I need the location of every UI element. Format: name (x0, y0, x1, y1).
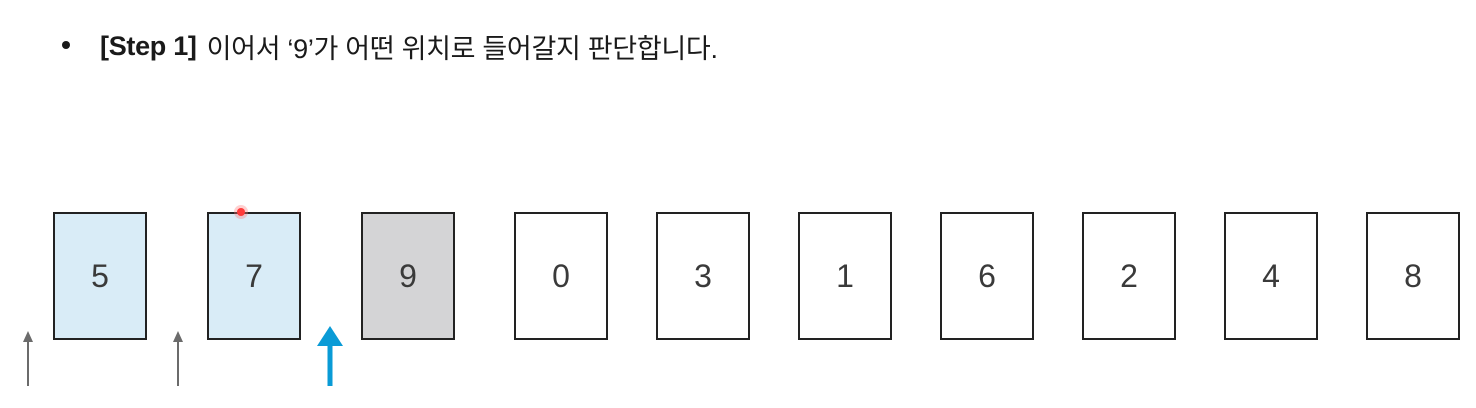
step-text: 이어서 ‘9’가 어떤 위치로 들어갈지 판단합니다. (206, 33, 718, 64)
up-arrow-icon (173, 331, 183, 386)
step-description: [Step 1] 이어서 ‘9’가 어떤 위치로 들어갈지 판단합니다. (62, 24, 718, 68)
card-0: 5 (53, 212, 147, 340)
card-4: 3 (656, 212, 750, 340)
card-2: 9 (361, 212, 455, 340)
card-5: 1 (798, 212, 892, 340)
step-label: [Step 1] (100, 30, 197, 61)
card-3: 0 (514, 212, 608, 340)
cursor-dot-icon (237, 208, 245, 216)
bullet-icon (62, 41, 70, 49)
card-1: 7 (207, 212, 301, 340)
card-7: 2 (1082, 212, 1176, 340)
card-8: 4 (1224, 212, 1318, 340)
up-arrow-icon (23, 331, 33, 386)
up-arrow-icon (317, 326, 343, 386)
card-6: 6 (940, 212, 1034, 340)
card-9: 8 (1366, 212, 1460, 340)
